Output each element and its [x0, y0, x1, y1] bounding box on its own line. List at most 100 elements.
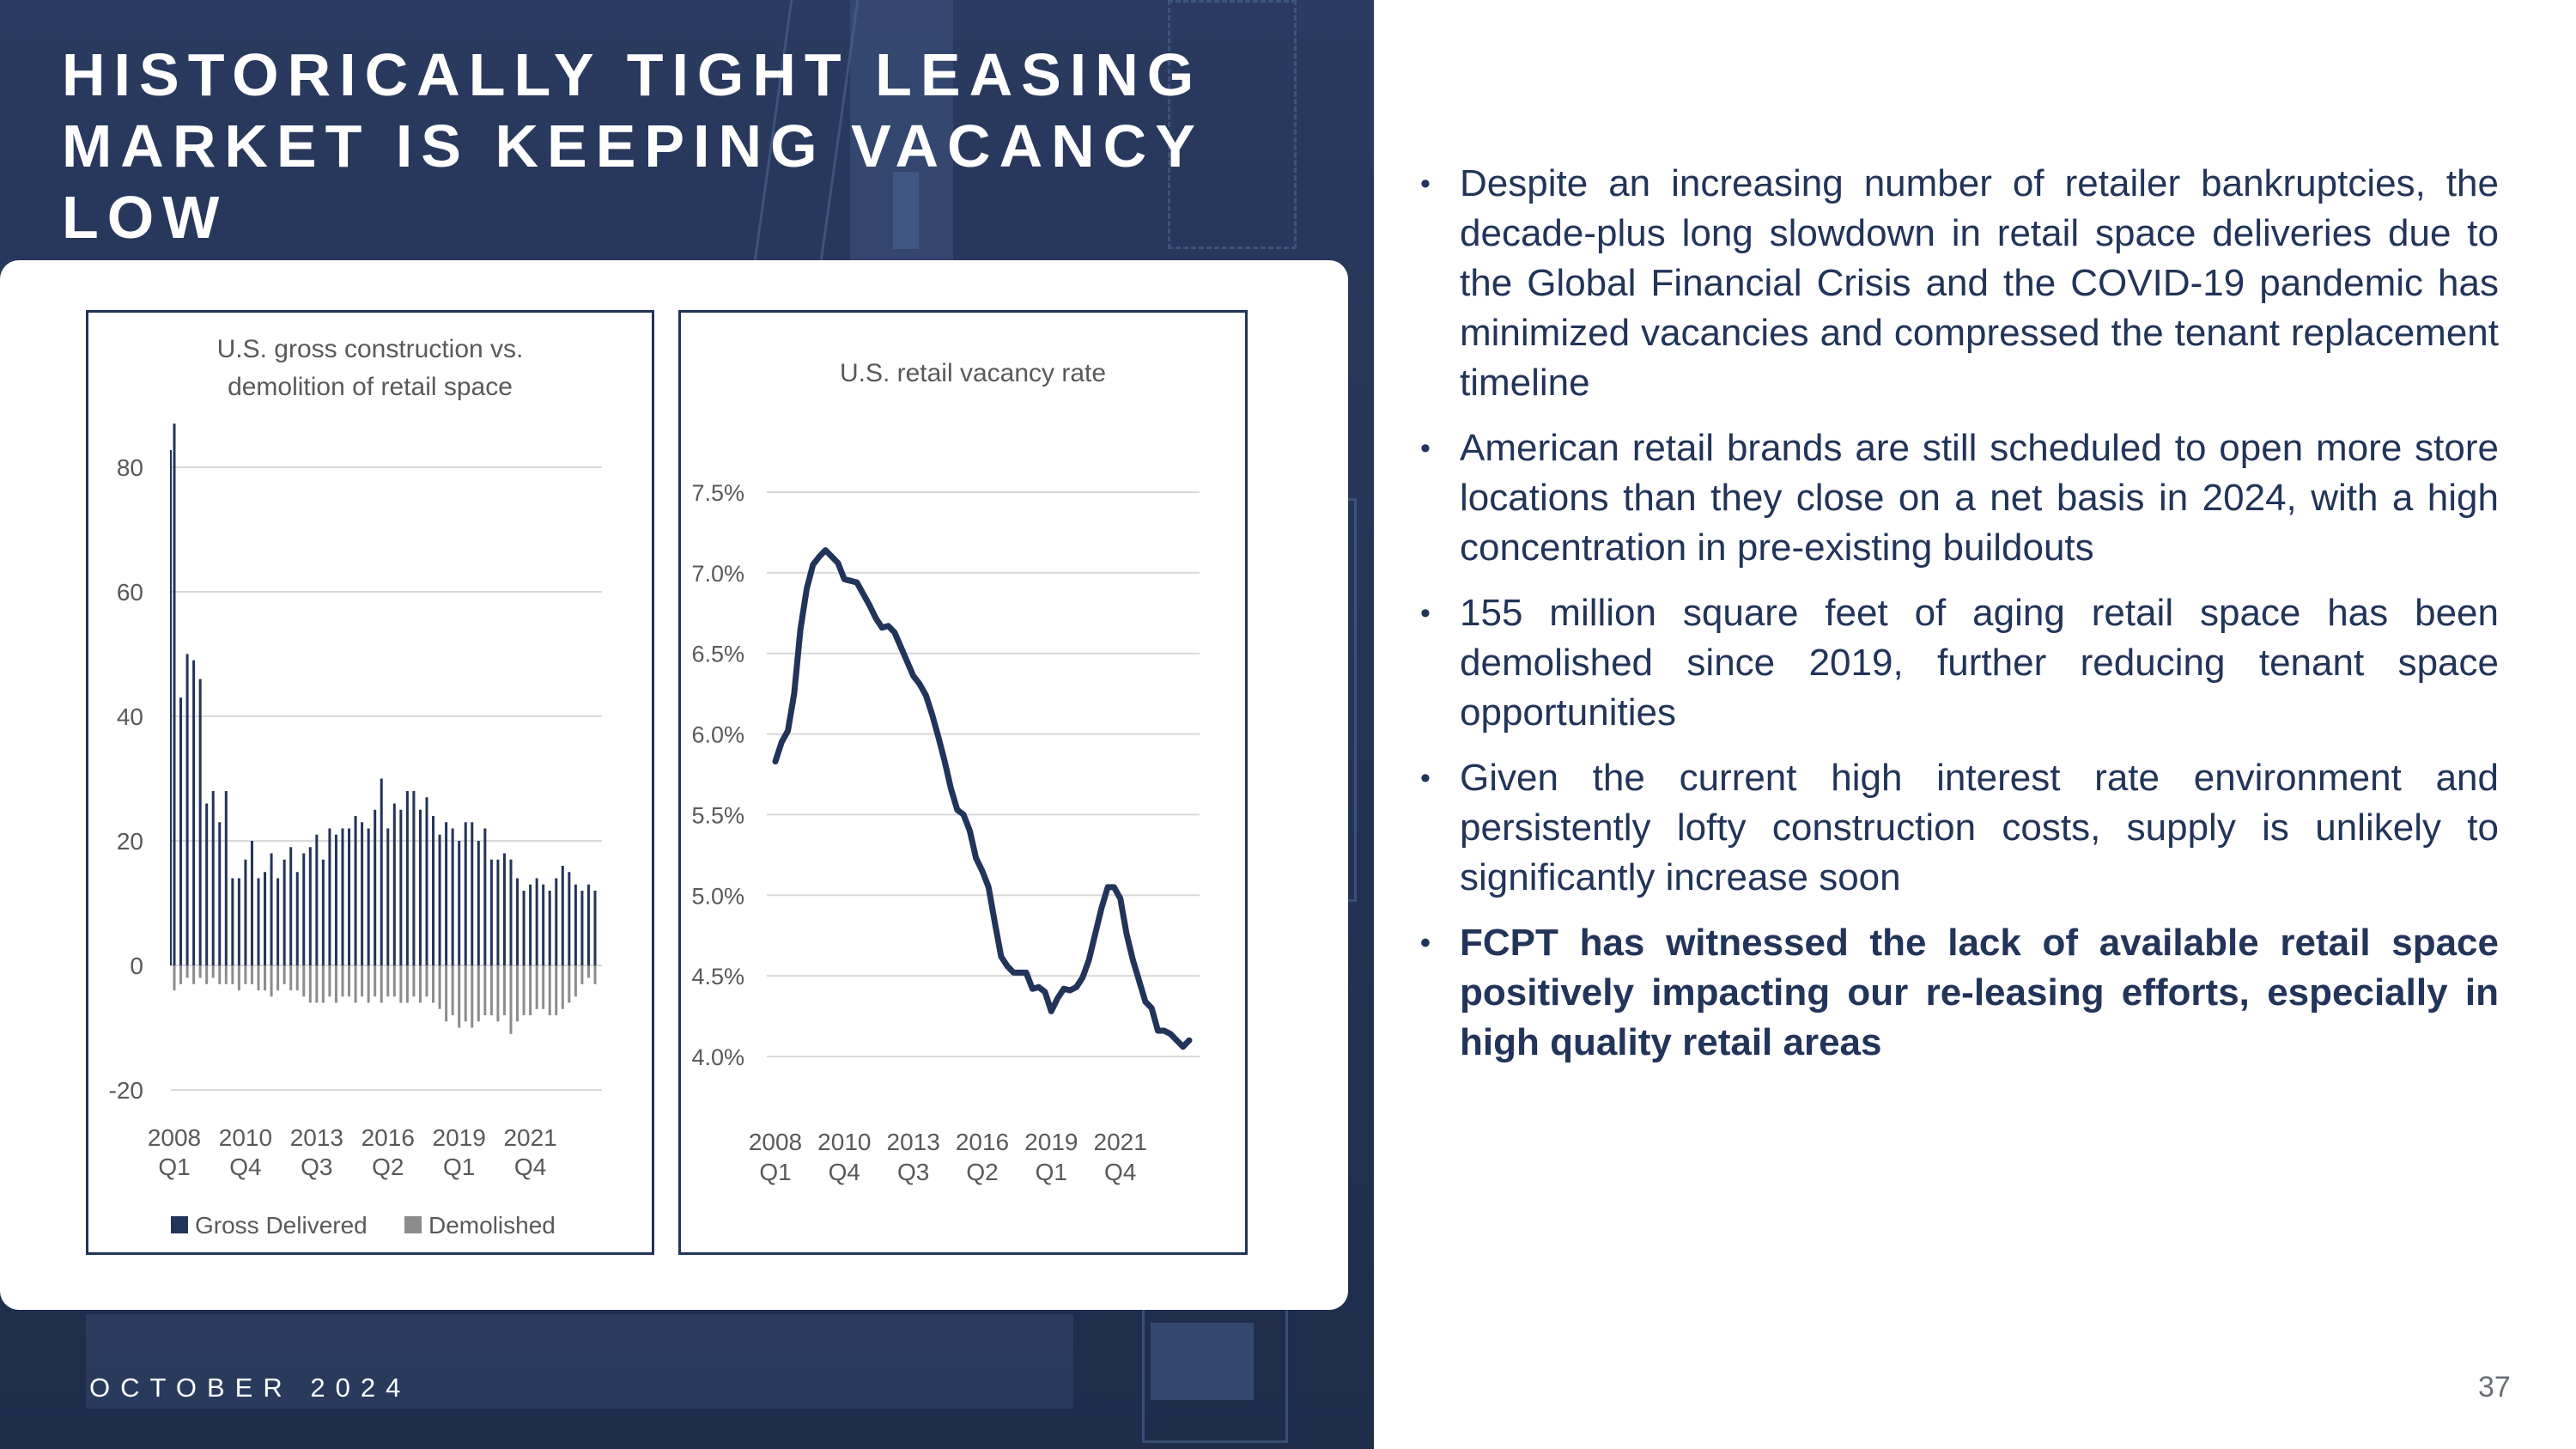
- chart-title: U.S. retail vacancy rate: [840, 359, 1106, 387]
- bar-demolished: [374, 965, 377, 997]
- x-tick-label: 2013: [290, 1124, 343, 1151]
- bar-demolished: [302, 965, 306, 997]
- bar-demolished: [244, 965, 247, 984]
- bar-demolished: [192, 965, 196, 984]
- bar-gross-delivered: [348, 828, 351, 965]
- x-tick-label: 2010: [219, 1124, 272, 1151]
- y-tick-label: 6.5%: [691, 642, 744, 667]
- bar-demolished: [483, 965, 487, 1015]
- bar-demolished: [529, 965, 532, 1015]
- y-tick-label: 7.0%: [691, 561, 744, 587]
- bar-demolished: [445, 965, 448, 1022]
- bar-demolished: [250, 965, 253, 984]
- charts-card: U.S. gross construction vs. demolition of…: [0, 260, 1348, 1310]
- bar-demolished: [489, 965, 493, 1015]
- title-line: HISTORICALLY TIGHT LEASING: [62, 41, 1203, 108]
- bar-gross-delivered: [380, 778, 383, 965]
- x-tick-label: Q1: [1036, 1159, 1067, 1185]
- bar-demolished: [412, 965, 416, 997]
- slide-title: HISTORICALLY TIGHT LEASING MARKET IS KEE…: [62, 40, 1315, 253]
- bullet-item: • Given the current high interest rate en…: [1417, 753, 2499, 903]
- bar-gross-delivered: [489, 859, 493, 965]
- bar-demolished: [542, 965, 545, 1009]
- bullet-text: FCPT has witnessed the lack of available…: [1460, 922, 2499, 1063]
- bullet-list: • Despite an increasing number of retaile…: [1417, 159, 2499, 1083]
- bar-gross-delivered: [432, 816, 435, 965]
- bar-demolished: [354, 965, 357, 1003]
- bar-gross-delivered: [315, 834, 319, 965]
- vacancy-rate-chart: U.S. retail vacancy rate 7.5% 7.0% 6.5% 6.0%…: [678, 310, 1248, 1255]
- bar-gross-delivered: [386, 828, 390, 965]
- decor-roof-block: [893, 172, 919, 249]
- bar-gross-delivered: [574, 884, 577, 965]
- bar-demolished: [361, 965, 364, 997]
- bar-gross-delivered: [257, 878, 260, 965]
- bullet-item: • American retail brands are still schedu…: [1417, 423, 2499, 573]
- x-tick-label: 2021: [1094, 1129, 1147, 1155]
- decor-window-grid: [1168, 0, 1297, 249]
- x-tick-label: Q4: [829, 1159, 860, 1185]
- bar-demolished: [289, 965, 293, 990]
- bar-gross-delivered: [185, 654, 189, 965]
- y-tick-label: 0: [130, 953, 143, 979]
- bar-gross-delivered: [302, 853, 306, 965]
- x-tick-label: 2019: [433, 1124, 486, 1151]
- x-tick-label: Q1: [443, 1154, 475, 1180]
- bar-gross-delivered: [270, 853, 273, 965]
- bullet-item: • 155 million square feet of aging retail…: [1417, 588, 2499, 738]
- bar-demolished: [580, 965, 584, 984]
- bar-gross-delivered: [418, 809, 422, 965]
- footer-date: OCTOBER 2024: [89, 1373, 411, 1403]
- bar-demolished: [399, 965, 403, 1003]
- bar-demolished: [502, 965, 506, 1015]
- decor-lot: [1151, 1323, 1254, 1400]
- bar-demolished: [348, 965, 351, 997]
- bullet-dot-icon: •: [1420, 167, 1431, 200]
- bar-gross-delivered: [192, 660, 196, 965]
- bar-gross-delivered: [548, 891, 551, 965]
- bar-demolished: [257, 965, 260, 990]
- bar-gross-delivered: [205, 803, 209, 965]
- x-tick-label: Q1: [158, 1154, 190, 1180]
- bar-gross-delivered: [283, 859, 286, 965]
- bar-gross-delivered: [568, 872, 571, 965]
- bar-demolished: [334, 965, 337, 1003]
- bar-demolished: [283, 965, 286, 984]
- bar-demolished: [535, 965, 538, 1009]
- bar-demolished: [496, 965, 500, 1022]
- x-tick-label: 2019: [1024, 1129, 1078, 1155]
- bar-demolished: [458, 965, 461, 1028]
- bar-gross-delivered: [593, 891, 597, 965]
- bar-gross-delivered: [425, 797, 428, 965]
- decor-lot-outline: [1142, 1306, 1288, 1443]
- x-tick-label: 2021: [503, 1124, 556, 1151]
- bar-demolished: [328, 965, 331, 997]
- bar-gross-delivered: [250, 841, 253, 965]
- bar-gross-delivered: [198, 679, 202, 965]
- bar-demolished: [173, 965, 176, 990]
- bar-gross-delivered: [289, 847, 293, 965]
- bar-demolished: [295, 965, 299, 990]
- x-tick-label: Q4: [229, 1154, 261, 1180]
- bar-gross-delivered: [231, 878, 234, 965]
- bar-demolished: [341, 965, 344, 997]
- bar-gross-delivered: [586, 884, 590, 965]
- bar-gross-delivered: [354, 816, 357, 965]
- bar-demolished: [555, 965, 558, 1015]
- bar-gross-delivered: [244, 859, 247, 965]
- bar-demolished: [211, 965, 215, 978]
- bar-gross-delivered: [445, 822, 448, 965]
- bullet-text: Given the current high interest rate env…: [1460, 757, 2499, 898]
- y-tick-label: 5.5%: [691, 802, 744, 828]
- bar-demolished: [405, 965, 409, 1003]
- bar-gross-delivered: [237, 878, 240, 965]
- bar-demolished: [321, 965, 325, 1003]
- bar-gross-delivered: [458, 841, 461, 965]
- bar-demolished: [270, 965, 273, 997]
- page-number: 37: [2478, 1371, 2511, 1403]
- y-tick-label: 5.0%: [691, 883, 744, 909]
- y-tick-label: 7.5%: [691, 480, 744, 506]
- x-tick-label: 2013: [887, 1129, 940, 1155]
- bar-gross-delivered: [542, 884, 545, 965]
- x-tick-label: 2008: [749, 1129, 802, 1155]
